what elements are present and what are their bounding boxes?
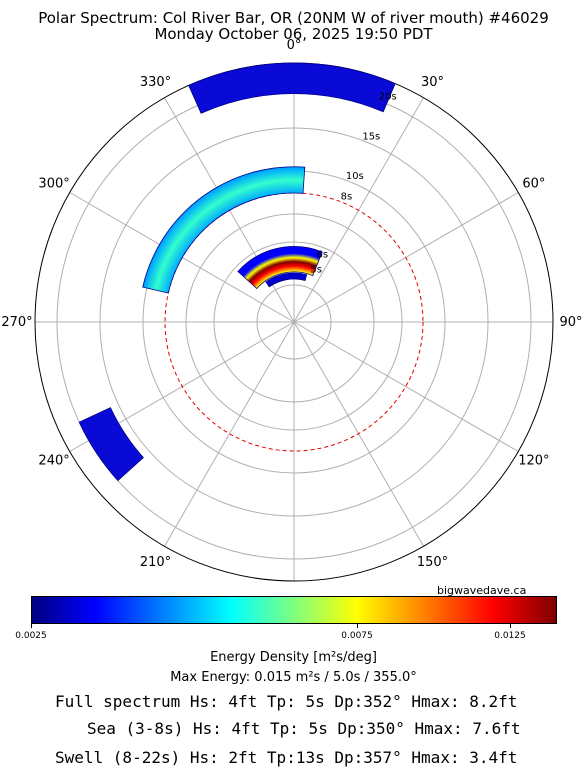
colorbar xyxy=(31,596,557,624)
chart-subtitle: Monday October 06, 2025 19:50 PDT xyxy=(154,25,433,43)
direction-label: 240° xyxy=(38,454,69,469)
stat-full-spectrum: Full spectrum Hs: 4ft Tp: 5s Dp:352° Hma… xyxy=(55,692,518,711)
direction-label: 210° xyxy=(140,555,171,570)
direction-label: 120° xyxy=(518,454,549,469)
max-energy-text: Max Energy: 0.015 m²s / 5.0s / 355.0° xyxy=(170,670,417,685)
grid-ring xyxy=(99,127,489,517)
direction-label: 30° xyxy=(421,75,444,90)
radial-label: 10s xyxy=(346,171,364,182)
polar-chart: 0°30°60°90°120°150°180°210°240°270°300°3… xyxy=(1,38,583,582)
direction-label: 150° xyxy=(417,555,448,570)
radial-label: 8s xyxy=(341,191,353,202)
reference-circle xyxy=(164,192,424,452)
grid-spoke xyxy=(164,321,295,547)
colorbar-tick-mark xyxy=(510,624,511,628)
colorbar-label: Energy Density [m²s/deg] xyxy=(210,650,377,665)
grid-ring xyxy=(256,284,332,360)
radial-label: 6s xyxy=(317,250,329,261)
energy-region-swell-30s xyxy=(188,62,396,114)
stat-swell: Swell (8-22s) Hs: 2ft Tp:13s Dp:357° Hma… xyxy=(55,748,518,767)
direction-label: 300° xyxy=(38,177,69,192)
energy-region-sea-main xyxy=(142,166,306,294)
chart-title: Polar Spectrum: Col River Bar, OR (20NM … xyxy=(38,9,549,27)
direction-label: 270° xyxy=(1,315,32,330)
energy-region-sea-peak xyxy=(237,246,323,290)
energy-region-sea-inner xyxy=(265,272,308,288)
direction-label: 60° xyxy=(522,177,545,192)
radial-label: 20s xyxy=(379,92,397,103)
credit-text: bigwavedave.ca xyxy=(437,584,527,597)
grid-ring xyxy=(213,241,375,403)
colorbar-tick-label: 0.0125 xyxy=(494,631,526,641)
direction-label: 330° xyxy=(140,75,171,90)
radial-label: 15s xyxy=(362,131,380,142)
colorbar-tick-mark xyxy=(31,624,32,628)
direction-label: 0° xyxy=(287,38,302,53)
direction-label: 90° xyxy=(559,315,582,330)
grid-spoke xyxy=(293,321,519,452)
radial-label: 5s xyxy=(310,264,322,275)
colorbar-tick-mark xyxy=(357,624,358,628)
stat-sea: Sea (3-8s) Hs: 4ft Tp: 5s Dp:350° Hmax: … xyxy=(87,719,521,738)
colorbar-tick-label: 0.0025 xyxy=(15,631,47,641)
colorbar-tick-label: 0.0075 xyxy=(341,631,373,641)
grid-ring xyxy=(185,213,403,431)
energy-region-swell-sw xyxy=(78,407,144,482)
